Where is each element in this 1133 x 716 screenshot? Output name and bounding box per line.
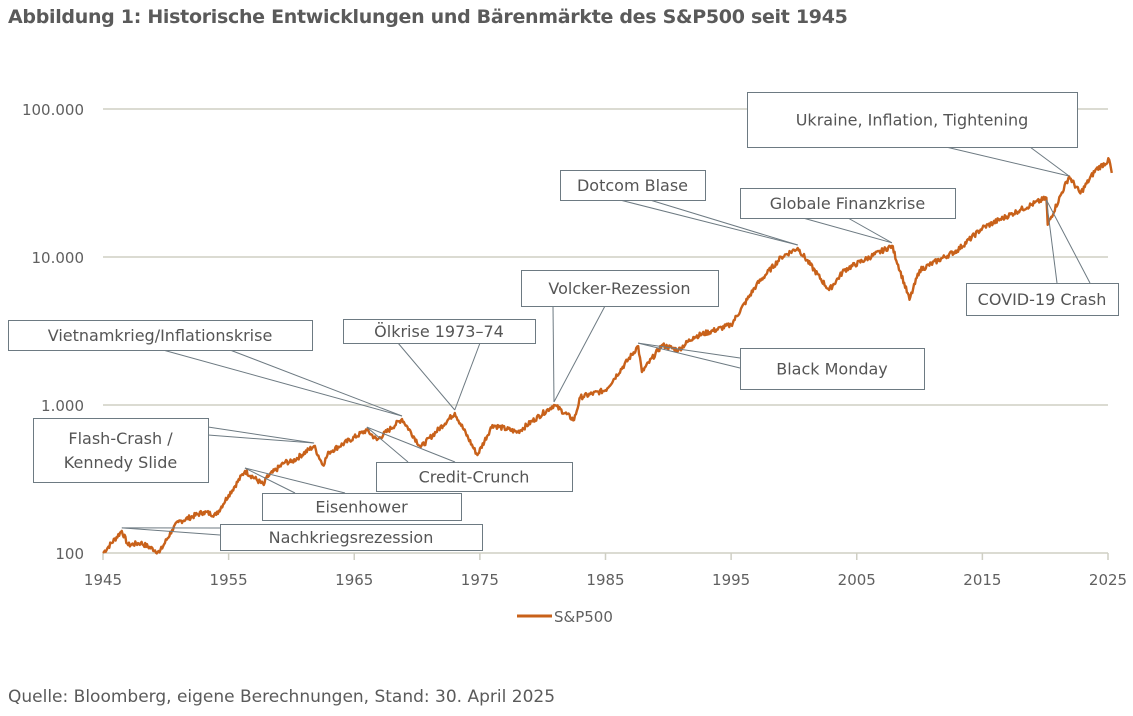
annotation: Globale Finanzkrise <box>740 188 956 244</box>
x-tick-label: 1955 <box>210 571 248 589</box>
annotation: Volcker-Rezession <box>521 270 719 403</box>
annotation-leader-line <box>802 217 893 244</box>
x-tick-label: 2005 <box>838 571 876 589</box>
annotation-box <box>262 493 462 521</box>
annotation: Black Monday <box>638 342 925 390</box>
annotation-leader-line <box>207 434 315 444</box>
annotation: COVID-19 Crash <box>966 199 1119 316</box>
annotation-leader-line <box>619 199 798 246</box>
annotation-label: Eisenhower <box>315 498 408 517</box>
annotation-box <box>740 188 956 219</box>
annotation: Credit-Crunch <box>366 426 573 492</box>
annotation-leader-line <box>244 467 346 494</box>
x-tick-label: 1995 <box>712 571 750 589</box>
annotation-label: COVID-19 Crash <box>978 290 1107 309</box>
annotation-label: Dotcom Blase <box>577 176 688 195</box>
annotation-label: Flash-Crash / Kennedy Slide <box>64 429 177 472</box>
annotation-box <box>8 320 313 351</box>
source-note: Quelle: Bloomberg, eigene Berechnungen, … <box>8 687 556 707</box>
x-tick-label: 2025 <box>1089 571 1127 589</box>
annotation: Eisenhower <box>244 467 462 521</box>
legend-label: S&P500 <box>554 608 613 626</box>
annotation: Ölkrise 1973–74 <box>343 319 536 411</box>
legend: S&P500 <box>517 608 613 626</box>
annotation-label: Nachkriegsrezession <box>269 528 434 547</box>
annotation-leader-line <box>366 426 456 463</box>
annotation-leader-line <box>397 342 456 411</box>
annotation-leader-line <box>244 467 296 494</box>
annotation-box <box>343 319 536 344</box>
annotation: Vietnamkrieg/Inflationskrise <box>8 320 403 417</box>
annotation-leader-line <box>552 305 555 403</box>
annotation-label: Credit-Crunch <box>419 468 530 487</box>
annotation-box <box>521 270 719 307</box>
y-tick-label: 1.000 <box>41 397 84 415</box>
series-line-sp500 <box>102 156 1113 555</box>
annotation: Flash-Crash / Kennedy Slide <box>33 418 315 483</box>
annotation-label: Globale Finanzkrise <box>770 194 925 213</box>
annotation-leader-line <box>1029 146 1070 177</box>
x-tick-label: 1985 <box>586 571 624 589</box>
annotation-label: Volcker-Rezession <box>548 279 690 298</box>
annotation-leader-line <box>162 349 403 417</box>
chart-title: Abbildung 1: Historische Entwicklungen u… <box>8 6 848 28</box>
y-tick-label: 100 <box>55 545 84 563</box>
annotation-leader-line <box>649 199 798 246</box>
annotation-leader-line <box>454 342 481 411</box>
annotation-box <box>33 418 209 483</box>
annotation: Dotcom Blase <box>560 170 798 246</box>
annotation-leader-line <box>207 426 315 444</box>
x-tick-label: 1945 <box>84 571 122 589</box>
annotation-leader-line <box>1045 199 1058 284</box>
annotation-box <box>966 283 1119 316</box>
x-tick-label: 2015 <box>963 571 1001 589</box>
annotation: Ukraine, Inflation, Tightening <box>747 92 1078 177</box>
x-tick-label: 1965 <box>335 571 373 589</box>
annotation-leader-line <box>121 527 221 536</box>
annotation-leader-line <box>229 349 403 417</box>
annotation-leader-line <box>553 305 606 403</box>
x-tick-label: 1975 <box>461 571 499 589</box>
annotation-box <box>740 348 925 390</box>
annotation-leader-line <box>945 146 1070 177</box>
annotation-label: Ukraine, Inflation, Tightening <box>796 111 1029 130</box>
annotation: Nachkriegsrezession <box>121 524 483 551</box>
annotation-label: Black Monday <box>776 360 888 379</box>
annotation-box <box>376 462 573 492</box>
annotation-leader-line <box>1046 199 1091 284</box>
y-tick-label: 10.000 <box>32 249 85 267</box>
annotation-box <box>747 92 1078 148</box>
y-tick-label: 100.000 <box>22 101 84 119</box>
annotation-leader-line <box>638 342 741 369</box>
annotation-label: Ölkrise 1973–74 <box>374 322 504 341</box>
annotation-box <box>560 170 706 201</box>
annotation-label: Vietnamkrieg/Inflationskrise <box>48 326 273 345</box>
annotation-leader-line <box>366 426 409 463</box>
annotation-box <box>220 524 483 551</box>
annotation-leader-line <box>847 217 893 244</box>
annotation-leader-line <box>638 342 741 359</box>
